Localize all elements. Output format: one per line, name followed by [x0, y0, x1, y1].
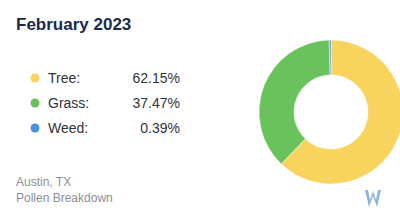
annotation: Pollen Breakdown [16, 191, 113, 205]
legend-swatch [31, 99, 40, 108]
legend-label: Grass: [48, 95, 89, 111]
title: February 2023 [16, 15, 131, 34]
legend-swatch [31, 74, 40, 83]
legend-value: 37.47% [133, 95, 180, 111]
legend-label: Weed: [48, 120, 88, 136]
donut [259, 40, 400, 184]
slice [329, 40, 331, 75]
legend-value: 0.39% [140, 120, 180, 136]
annotation: Austin, TX [16, 175, 71, 189]
legend: Tree: 62.15% Grass: 37.47% Weed: 0.39% [31, 70, 181, 136]
slice [259, 40, 330, 164]
chart: February 2023 Tree: 62.15% Grass: 37.47% Weed… [0, 0, 400, 224]
legend-label: Tree: [48, 70, 80, 86]
logo [365, 190, 381, 207]
legend-swatch [31, 124, 40, 133]
legend-value: 62.15% [133, 70, 180, 86]
